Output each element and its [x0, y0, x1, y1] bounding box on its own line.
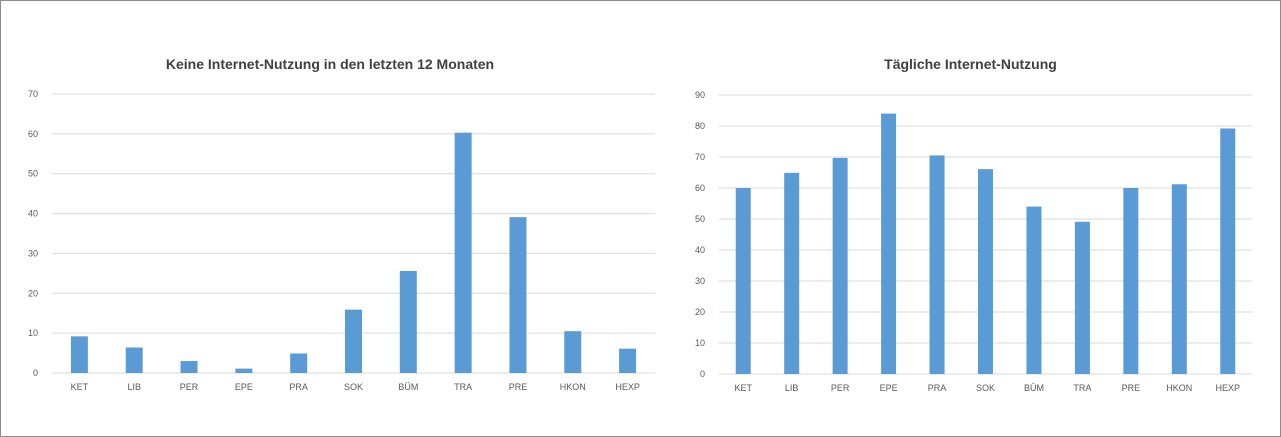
y-tick-label: 50	[695, 214, 705, 224]
y-tick-label: 0	[33, 368, 38, 378]
bar-büm	[399, 270, 417, 373]
y-tick-label: 10	[28, 328, 38, 338]
x-tick-label: LIB	[127, 382, 141, 392]
bar-sok	[978, 169, 993, 374]
bar-ket	[70, 336, 88, 373]
y-tick-label: 30	[695, 276, 705, 286]
chart-title: Tägliche Internet-Nutzung	[884, 56, 1057, 72]
y-tick-label: 30	[28, 248, 38, 258]
x-tick-label: SOK	[344, 382, 363, 392]
bar-sok	[345, 309, 362, 373]
x-tick-label: EPE	[235, 382, 253, 392]
bar-pra	[929, 155, 945, 374]
chart-daily-internet-use: Tägliche Internet-Nutzung 0 10 20 30 40 50 60 7…	[660, 0, 1281, 437]
bar-hexp	[1220, 128, 1236, 374]
y-tick-label: 20	[695, 307, 705, 317]
x-tick-label: SOK	[976, 383, 995, 393]
y-tick-label: 0	[700, 369, 705, 379]
y-tick-label: 60	[28, 129, 38, 139]
bar-pre	[1123, 188, 1139, 374]
y-tick-label: 50	[28, 169, 38, 179]
bar-epe	[881, 113, 897, 374]
x-tick-label: HEXP	[1216, 383, 1241, 393]
bar-epe	[235, 368, 253, 373]
chart-no-internet-use: Keine Internet-Nutzung in den letzten 12…	[28, 56, 655, 392]
x-tick-label: PRA	[928, 383, 947, 393]
bar-ket	[735, 188, 751, 374]
bar-tra	[1074, 221, 1090, 374]
bar-tra	[454, 132, 472, 373]
bar-lib	[125, 347, 143, 373]
chart-plot-area: 0 10 20 30 40 50 60 70 80 90 KET LIB PER EPE PRA SOK BÜM…	[695, 90, 1252, 393]
x-tick-label: LIB	[785, 383, 799, 393]
x-tick-label: HEXP	[615, 382, 640, 392]
bar-pre	[509, 217, 527, 373]
x-tick-label: BÜM	[398, 382, 418, 392]
x-tick-label: PRE	[509, 382, 528, 392]
x-tick-label: PRE	[1122, 383, 1141, 393]
x-tick-label: TRA	[1073, 383, 1091, 393]
x-tick-label: PER	[831, 383, 850, 393]
x-tick-label: PER	[180, 382, 199, 392]
bar-pra	[290, 353, 308, 373]
y-tick-label: 70	[695, 152, 705, 162]
y-tick-label: 60	[695, 183, 705, 193]
x-tick-label: HKON	[1166, 383, 1192, 393]
y-tick-label: 80	[695, 121, 705, 131]
x-tick-label: EPE	[880, 383, 898, 393]
x-tick-label: BÜM	[1024, 383, 1044, 393]
y-tick-label: 40	[28, 209, 38, 219]
y-tick-label: 90	[695, 90, 705, 100]
bar-per	[180, 361, 198, 373]
chart-title: Keine Internet-Nutzung in den letzten 12…	[165, 56, 495, 72]
x-tick-label: HKON	[560, 382, 586, 392]
x-tick-label: KET	[71, 382, 89, 392]
bar-büm	[1026, 206, 1042, 374]
chart-plot-area: 0 10 20 30 40 50 60 70 KET LIB PER EPE PRA SOK BÜM TRA P…	[28, 89, 655, 392]
y-tick-label: 70	[28, 89, 38, 99]
bar-hkon	[564, 331, 582, 373]
bar-hexp	[619, 348, 637, 373]
bar-per	[832, 157, 848, 374]
y-tick-label: 40	[695, 245, 705, 255]
x-tick-label: PRA	[289, 382, 308, 392]
y-tick-label: 10	[695, 338, 705, 348]
x-tick-label: TRA	[454, 382, 472, 392]
x-tick-label: KET	[734, 383, 752, 393]
y-tick-label: 20	[28, 288, 38, 298]
bar-lib	[784, 172, 800, 374]
bar-hkon	[1171, 184, 1187, 374]
